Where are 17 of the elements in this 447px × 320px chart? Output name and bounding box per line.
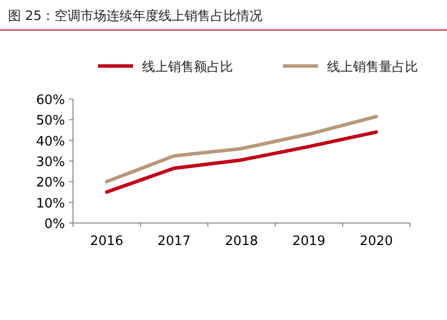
chart-title: 图 25：空调市场连续年度线上销售占比情况 (8, 8, 263, 24)
y-tick-label: 20% (36, 176, 65, 191)
legend-label: 线上销售额占比 (142, 60, 233, 75)
line-series (104, 114, 378, 184)
y-tick-label: 30% (36, 155, 65, 170)
legend-label: 线上销售量占比 (327, 60, 418, 75)
line-series (104, 130, 378, 194)
x-tick-label: 2020 (360, 234, 393, 249)
y-tick-label: 50% (36, 114, 65, 129)
x-tick-label: 2016 (90, 234, 124, 249)
y-tick-label: 10% (36, 196, 65, 212)
x-tick-label: 2019 (292, 234, 326, 249)
y-tick-label: 40% (36, 134, 65, 150)
y-tick-label: 0% (44, 217, 65, 232)
y-tick-label: 60% (36, 93, 65, 108)
x-tick-label: 2018 (224, 234, 258, 249)
x-tick-label: 2017 (158, 234, 191, 249)
